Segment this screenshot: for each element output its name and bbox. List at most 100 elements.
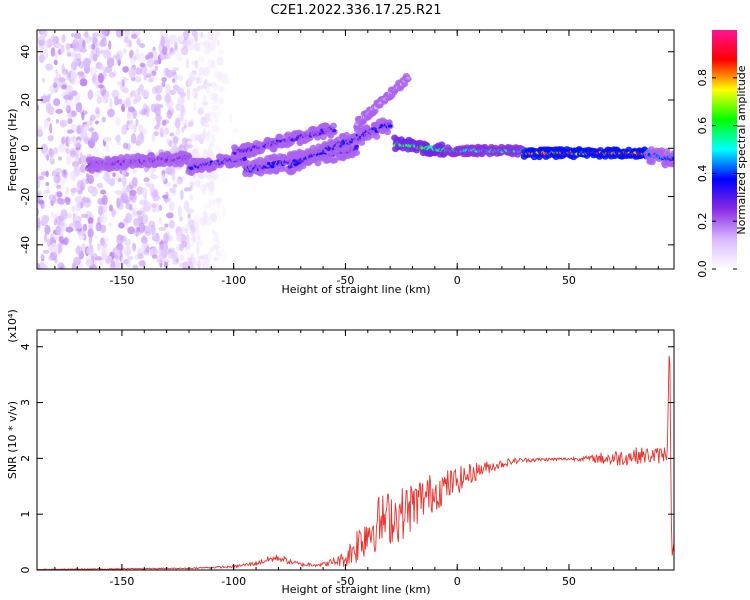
noise-blob [37,262,41,269]
signal-halo [358,139,366,146]
noise-blob [179,88,185,95]
noise-blob [174,117,181,129]
noise-blob [205,83,210,95]
noise-blob [152,46,156,52]
noise-blob [49,158,55,165]
noise-blob [100,237,106,247]
noise-blob [185,234,190,245]
noise-blob [77,71,85,76]
noise-blob [196,245,200,256]
noise-blob [177,205,183,217]
noise-blob [203,48,211,55]
noise-blob [192,150,200,159]
noise-blob [131,207,136,218]
noise-blob [85,177,89,185]
noise-blob [63,237,69,246]
noise-blob [209,180,215,188]
noise-blob [69,148,77,156]
noise-blob [139,128,148,135]
noise-blob [49,251,58,261]
noise-blob [218,85,225,93]
noise-blob [80,243,87,253]
noise-blob [94,90,102,98]
y-tick-label: 0 [19,145,32,152]
noise-blob [65,42,71,51]
noise-blob [153,202,161,213]
noise-blob [40,200,45,210]
noise-blob [79,164,86,174]
noise-blob [87,228,94,238]
noise-blob [80,213,89,219]
noise-blob [165,39,171,50]
noise-blob [143,177,150,183]
noise-blob [82,197,91,204]
noise-blob [40,253,44,260]
colorbar: 0.0 0.2 0.4 0.6 0.8 Normalized spectral ampl… [696,30,748,278]
noise-blob [115,117,121,126]
noise-blob [177,74,184,82]
noise-blob [178,102,184,111]
noise-blob [139,207,145,217]
noise-blob [215,197,221,203]
noise-blob [45,181,50,187]
noise-blob [221,204,229,209]
noise-blob [160,127,164,138]
noise-blob [192,30,198,37]
noise-blob [109,98,113,109]
noise-blob [189,225,196,236]
noise-blob [212,244,220,250]
noise-blob [97,197,106,205]
noise-blob [112,252,116,259]
noise-blob [139,109,148,116]
noise-blob [74,152,79,163]
noise-blob [221,171,229,182]
noise-blob [68,98,77,107]
noise-blob [61,68,69,75]
noise-blob [93,234,99,239]
noise-blob [57,242,63,254]
noise-blob [43,118,49,129]
noise-blob [59,119,68,128]
noise-blob [145,246,150,253]
colorbar-tick-label: 0.4 [696,165,709,183]
noise-blob [114,254,119,261]
noise-blob [212,229,216,235]
noise-blob [158,216,162,225]
colorbar-tick-label: 0.2 [696,212,709,230]
noise-blob [42,249,50,254]
noise-blob [116,50,123,61]
spectrogram-frame [36,29,675,270]
noise-blob [124,258,130,266]
noise-blob [103,69,107,80]
noise-blob [53,218,58,226]
noise-blob [97,73,104,84]
noise-blob [194,93,199,100]
noise-blob [217,147,224,154]
noise-blob [138,260,146,267]
noise-blob [149,183,155,193]
noise-blob [175,53,183,62]
noise-blob [203,148,208,155]
noise-blob [99,42,107,48]
noise-blob [80,201,84,209]
noise-blob [59,173,67,184]
noise-blob [57,198,66,205]
noise-blob [151,86,158,95]
noise-blob [186,90,191,101]
noise-blob [193,101,197,111]
noise-blob [100,237,104,244]
noise-blob [178,216,184,222]
noise-blob [216,40,221,46]
noise-blob [221,252,228,264]
noise-blob [133,124,137,134]
noise-blob [200,131,208,140]
signal-halo [373,133,381,140]
noise-blob [54,69,59,75]
noise-blob [187,213,191,219]
noise-blob [94,146,99,158]
noise-blob [40,30,48,36]
noise-blob [60,209,68,221]
noise-blob [212,73,220,79]
noise-blob [96,96,102,104]
noise-blob [79,78,88,87]
